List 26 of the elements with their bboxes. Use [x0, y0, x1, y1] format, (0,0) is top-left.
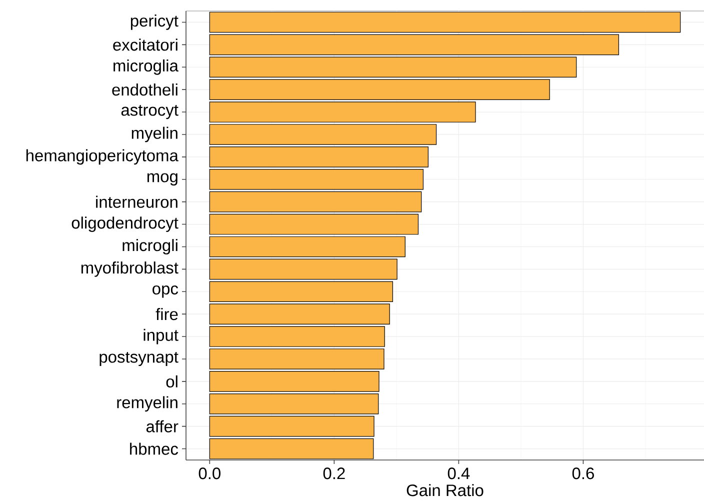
y-tick-label: affer [146, 420, 178, 432]
x-tick-label: 0.4 [448, 468, 470, 480]
y-tick-label: oligodendrocyt [72, 216, 178, 232]
bar [209, 236, 406, 258]
y-tick-label: mog [147, 173, 178, 186]
y-tick-label: postsynapt [100, 352, 178, 366]
y-tick-label: input [144, 328, 178, 344]
y-tick-label: fire [156, 308, 178, 320]
y-tick-label: microglia [114, 59, 178, 75]
y-tick-label: myelin [132, 126, 178, 142]
y-tick-label: opc [152, 285, 178, 298]
y-tick-label: pericyt [130, 14, 178, 30]
x-axis-title: Gain Ratio [406, 484, 484, 496]
x-tick-label: 0.6 [572, 468, 594, 480]
y-tick-label: myofibroblast [81, 261, 178, 277]
y-tick-label: microgli [122, 239, 178, 254]
y-tick-label: astrocyt [121, 104, 178, 120]
y-tick-label: endotheli [112, 84, 178, 96]
y-tick-label: remyelin [117, 396, 178, 412]
y-tick-label: interneuron [96, 196, 178, 208]
y-tick-label: hemangiopericytoma [26, 149, 178, 165]
x-tick-label: 0.2 [323, 468, 345, 480]
x-tick-label: 0.0 [198, 468, 220, 480]
y-tick-label: excitatori [113, 38, 178, 51]
y-tick-label: ol [166, 375, 178, 388]
y-tick-label: hbmec [130, 442, 178, 455]
